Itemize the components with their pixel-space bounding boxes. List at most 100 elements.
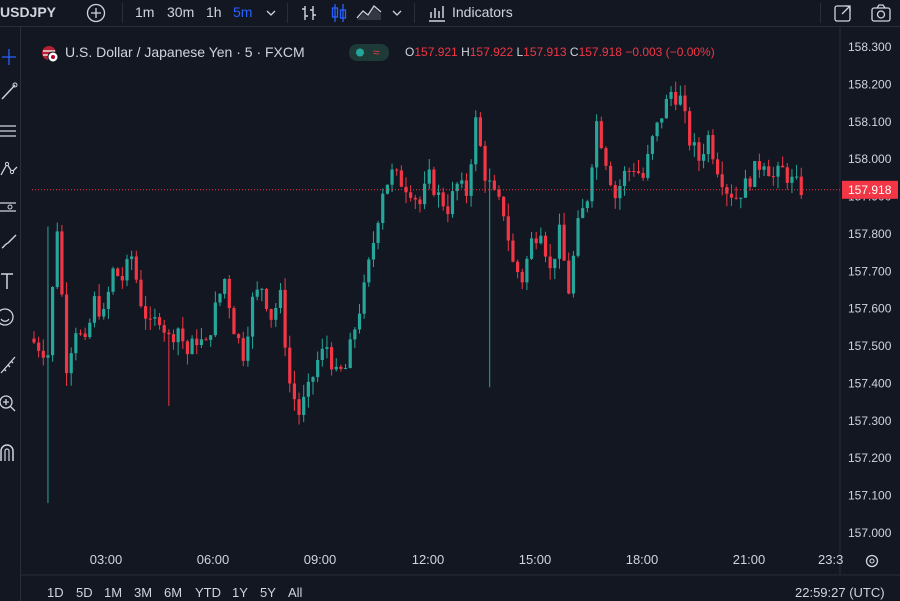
trend-line-icon[interactable]	[0, 82, 18, 102]
low-value: 157.913	[523, 45, 567, 59]
candle-body	[69, 353, 73, 374]
snapshot-share-icon[interactable]	[833, 3, 853, 23]
candle-body	[674, 91, 678, 105]
candle-body	[650, 136, 655, 154]
candle-body	[320, 348, 324, 361]
drawing-toolbar	[0, 27, 21, 601]
candle-body	[395, 169, 399, 171]
candle-body	[664, 98, 668, 119]
range-1y[interactable]: 1Y	[232, 585, 248, 600]
interval-1h[interactable]: 1h	[206, 4, 222, 20]
zoom-icon[interactable]	[0, 393, 18, 415]
candle-body	[246, 336, 250, 361]
candle-body	[799, 176, 803, 196]
range-ytd[interactable]: YTD	[195, 585, 221, 600]
candle-body	[157, 317, 162, 326]
candle-body	[622, 170, 627, 187]
candle-body	[646, 153, 650, 178]
indicators-button[interactable]: Indicators	[452, 4, 513, 20]
time-tick-label: 12:00	[412, 552, 445, 567]
chevron-down-icon[interactable]	[265, 8, 277, 18]
candle-body	[269, 309, 273, 320]
price-tick-label: 157.700	[848, 264, 892, 278]
candle-body	[413, 197, 417, 200]
candle-body	[743, 178, 748, 198]
ruler-icon[interactable]	[0, 354, 18, 376]
price-tick-label: 157.800	[848, 227, 892, 241]
candle-body	[348, 339, 352, 368]
candle-body	[250, 296, 255, 337]
candle-body	[441, 192, 445, 207]
candle-body	[488, 180, 492, 182]
horizontal-lines-icon[interactable]	[0, 122, 18, 142]
candle-body	[739, 197, 743, 199]
projection-icon[interactable]	[0, 197, 18, 217]
candle-body	[199, 339, 203, 346]
indicators-icon[interactable]	[427, 3, 447, 23]
range-1m[interactable]: 1M	[104, 585, 123, 600]
high-value: 157.922	[469, 45, 514, 59]
interval-30m[interactable]: 30m	[167, 4, 195, 20]
candle-chart-icon[interactable]	[330, 3, 348, 23]
magnet-icon[interactable]	[0, 441, 18, 465]
pattern-icon[interactable]	[0, 160, 18, 180]
candle-body	[297, 399, 301, 415]
camera-icon[interactable]	[870, 3, 892, 23]
candle-body	[362, 282, 366, 314]
candle-body	[567, 260, 571, 294]
range-5y[interactable]: 5Y	[260, 585, 276, 600]
symbol-label[interactable]: USDJPY	[0, 4, 57, 20]
candle-body	[181, 328, 185, 342]
utc-clock[interactable]: 22:59:27 (UTC)	[795, 585, 885, 600]
candle-body	[711, 135, 715, 160]
market-status-badge[interactable]: ≈	[349, 44, 389, 61]
candle-body	[604, 148, 608, 166]
range-5d[interactable]: 5D	[76, 585, 93, 600]
chevron-down-icon[interactable]	[391, 8, 403, 18]
candle-body	[469, 164, 473, 196]
candle-body	[446, 206, 450, 215]
time-tick-label: 03:00	[90, 552, 123, 567]
candle-body	[771, 176, 775, 178]
candle-body	[339, 366, 343, 369]
settings-gear-icon[interactable]	[865, 554, 879, 568]
candle-body	[599, 121, 603, 149]
area-chart-icon[interactable]	[356, 3, 382, 23]
interval-1m[interactable]: 1m	[135, 4, 155, 20]
candle-body	[576, 218, 580, 256]
time-tick-label: 18:00	[626, 552, 659, 567]
add-symbol-icon[interactable]	[86, 3, 106, 23]
candle-body	[455, 183, 459, 192]
range-1d[interactable]: 1D	[47, 585, 64, 600]
candle-body	[64, 294, 69, 374]
candle-body	[237, 334, 241, 339]
candle-body	[288, 347, 292, 384]
candle-body	[506, 216, 510, 241]
crosshair-icon[interactable]	[0, 47, 18, 67]
candle-body	[357, 313, 362, 330]
candle-body	[92, 296, 97, 323]
candle-body	[590, 167, 594, 202]
range-3m[interactable]: 3M	[134, 585, 153, 600]
candle-body	[618, 186, 622, 199]
candle-body	[116, 268, 120, 276]
brush-icon[interactable]	[0, 232, 18, 252]
candle-body	[41, 350, 45, 358]
candle-body	[209, 335, 213, 340]
candle-body	[492, 180, 496, 190]
candle-body	[367, 259, 371, 283]
candle-body	[423, 183, 427, 205]
candle-body	[176, 328, 180, 343]
candle-body	[353, 329, 357, 340]
interval-5m[interactable]: 5m	[233, 4, 253, 20]
emoji-icon[interactable]	[0, 307, 18, 327]
price-tick-label: 158.200	[848, 77, 892, 91]
range-all[interactable]: All	[288, 585, 303, 600]
bar-chart-icon[interactable]	[300, 4, 318, 22]
last-price-tag	[842, 180, 898, 199]
price-tick-label: 157.300	[848, 414, 892, 428]
text-tool-icon[interactable]	[0, 271, 18, 291]
candle-body	[390, 169, 394, 185]
range-6m[interactable]: 6M	[164, 585, 183, 600]
